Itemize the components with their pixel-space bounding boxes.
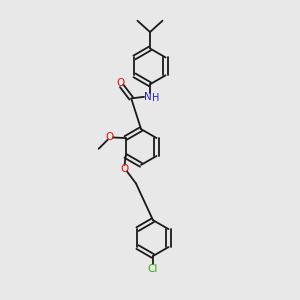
- Text: Cl: Cl: [148, 263, 158, 274]
- Text: H: H: [152, 93, 160, 103]
- Text: N: N: [144, 92, 152, 102]
- Text: O: O: [121, 164, 129, 173]
- Text: O: O: [116, 78, 124, 88]
- Text: O: O: [106, 133, 114, 142]
